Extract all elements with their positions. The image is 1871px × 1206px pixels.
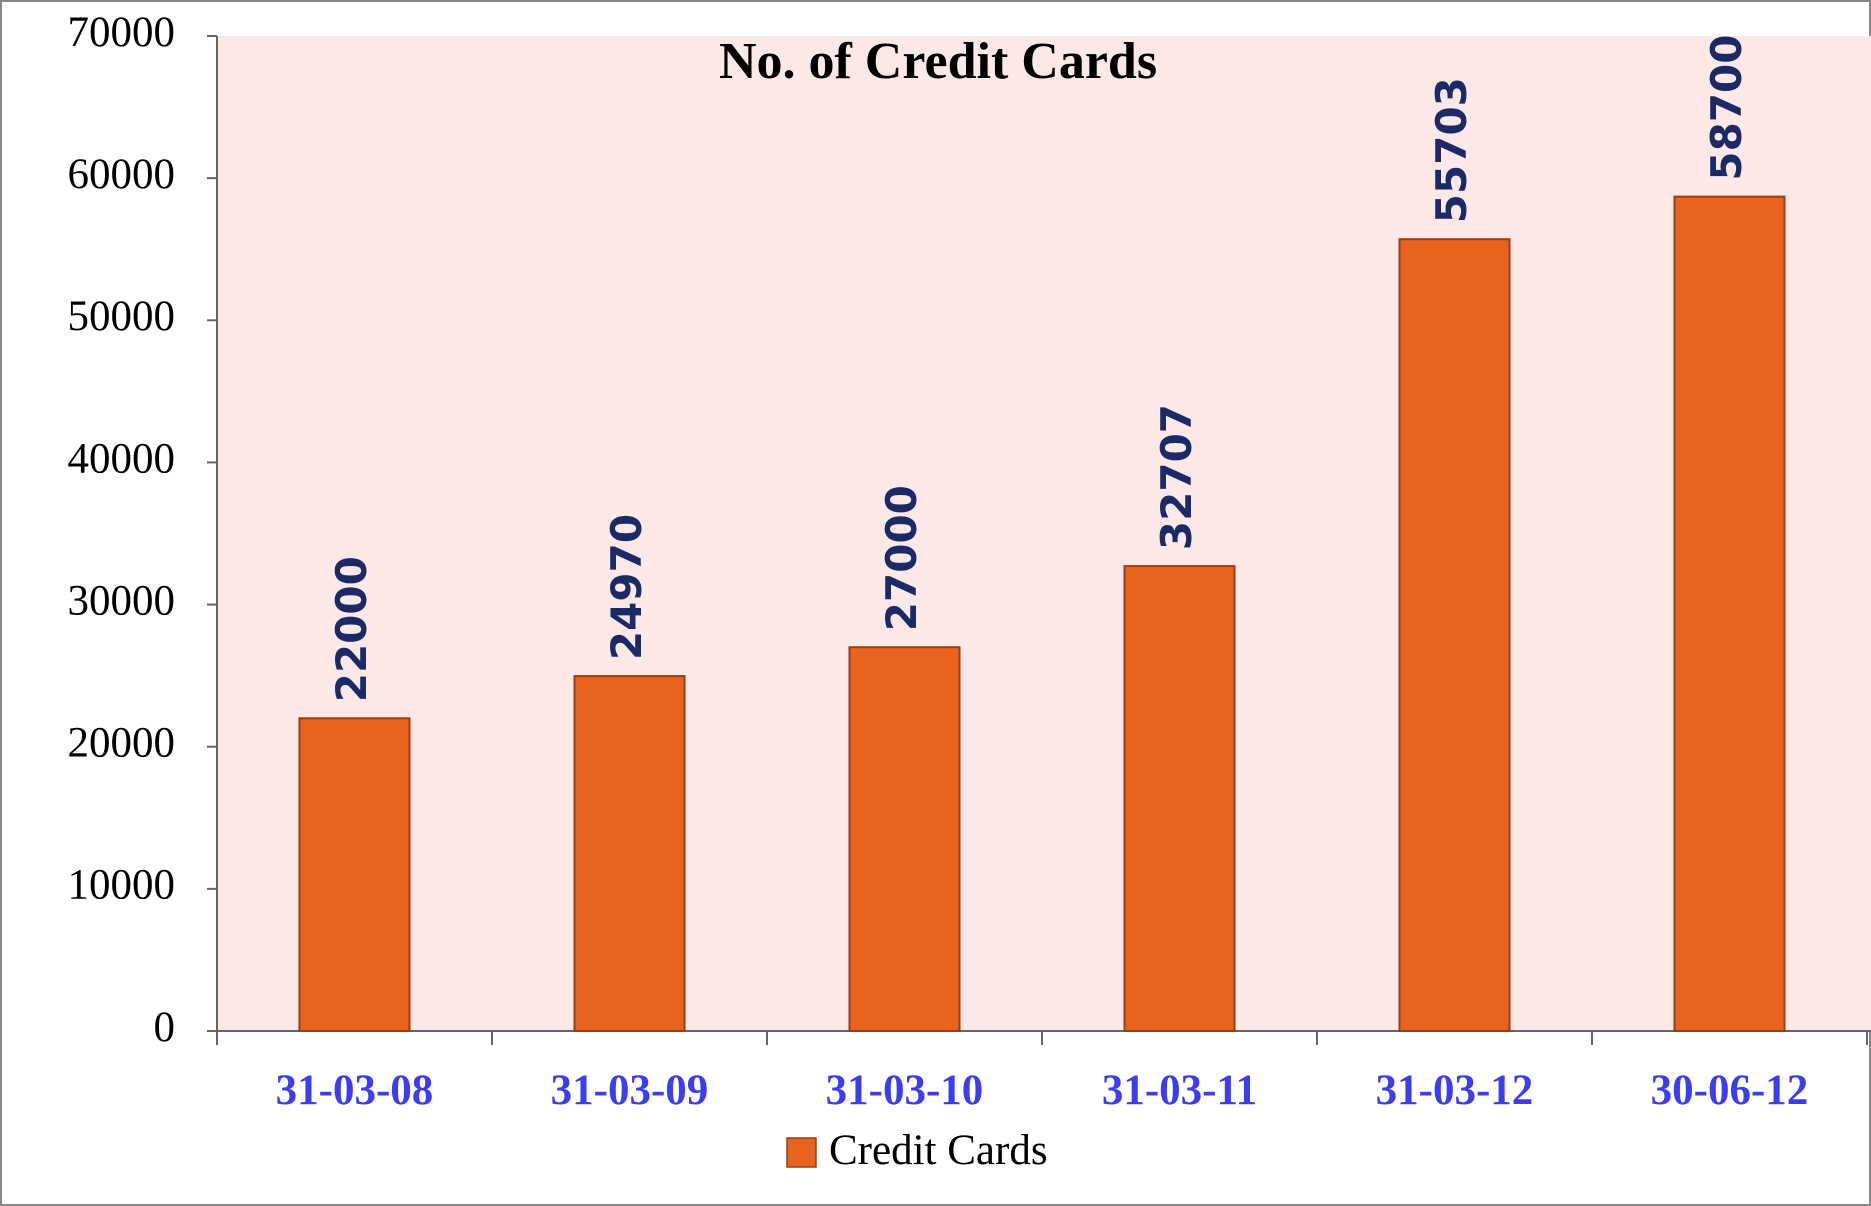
x-tick-label: 31-03-10 <box>826 1067 984 1114</box>
x-tick-label: 31-03-11 <box>1102 1067 1257 1114</box>
plot-area <box>217 36 1871 1031</box>
y-tick-label: 60000 <box>68 151 176 198</box>
x-tick-label: 30-06-12 <box>1651 1067 1809 1114</box>
y-tick-label: 0 <box>154 1004 176 1051</box>
y-tick-label: 10000 <box>68 862 176 909</box>
data-label: 58700 <box>1702 34 1751 180</box>
legend-swatch <box>786 1137 817 1168</box>
y-tick-label: 50000 <box>68 293 176 340</box>
y-tick-label: 20000 <box>68 720 176 767</box>
data-label: 55703 <box>1427 77 1476 223</box>
x-tick-label: 31-03-09 <box>551 1067 709 1114</box>
y-tick-label: 40000 <box>68 435 176 482</box>
y-tick-label: 30000 <box>68 577 176 624</box>
chart-title: No. of Credit Cards <box>719 33 1157 90</box>
bar <box>1123 565 1236 1033</box>
data-label: 22000 <box>327 556 376 702</box>
data-label: 27000 <box>877 485 926 631</box>
bar <box>1398 238 1511 1033</box>
x-tick-label: 31-03-08 <box>276 1067 434 1114</box>
y-tick-label: 70000 <box>68 9 176 56</box>
data-label: 32707 <box>1152 404 1201 550</box>
bar <box>848 646 961 1032</box>
bar <box>1673 195 1786 1033</box>
bar <box>573 675 686 1032</box>
legend-label: Credit Cards <box>829 1127 1048 1174</box>
x-tick-label: 31-03-12 <box>1376 1067 1534 1114</box>
data-label: 24970 <box>602 514 651 660</box>
bar <box>298 717 411 1032</box>
